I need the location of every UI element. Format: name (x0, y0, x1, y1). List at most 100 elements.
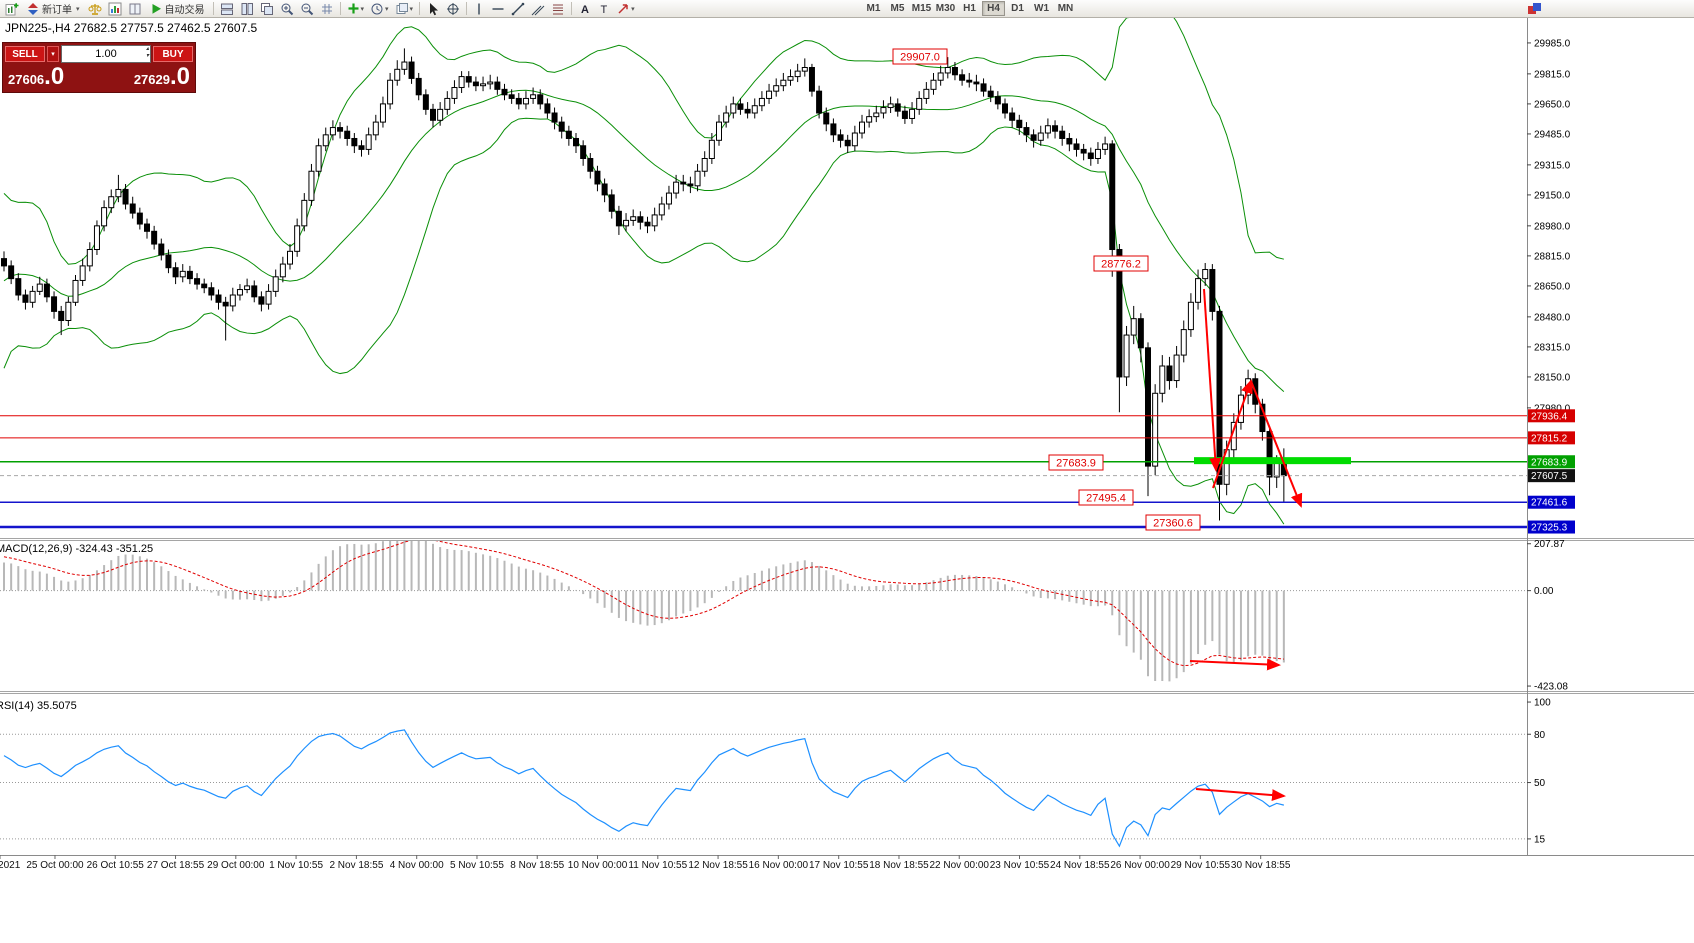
text-tool-button[interactable]: A (575, 1, 594, 17)
candlestick (658, 203, 665, 216)
candlestick (201, 283, 208, 289)
trendline-tool-button[interactable] (508, 1, 528, 17)
candlestick (1216, 310, 1223, 485)
candlestick (687, 183, 694, 187)
zoom-in-button[interactable] (277, 1, 297, 17)
candlestick (866, 116, 873, 123)
cascade-button[interactable] (257, 1, 277, 17)
tab-timeframe-m15[interactable]: M15 (911, 3, 932, 14)
rsi-label: RSI(14) 35.5075 (0, 700, 77, 712)
sell-price-pips: .0 (44, 63, 65, 90)
candlestick (944, 66, 951, 74)
tab-timeframe-m1[interactable]: M1 (862, 1, 885, 16)
candlestick (916, 97, 923, 110)
buy-price[interactable]: 27629.0 (134, 63, 190, 91)
new-chart-button[interactable] (2, 1, 22, 17)
templates-button[interactable]: ▾ (392, 1, 417, 17)
candlestick (794, 70, 801, 78)
scales-icon (88, 3, 102, 15)
candlestick (222, 301, 229, 307)
candlestick (515, 97, 522, 105)
sell-options-caret[interactable]: ▾ (47, 46, 59, 62)
horizontal-line-tool-button[interactable] (488, 1, 508, 17)
candlestick (387, 79, 394, 105)
candlestick (1080, 148, 1087, 154)
candlestick (623, 219, 630, 227)
rsi-indicator (0, 729, 1527, 848)
fibonacci-tool-button[interactable] (548, 1, 568, 17)
candlestick (244, 285, 251, 291)
horizontal-level-lines[interactable] (0, 415, 1527, 529)
label-tool-button[interactable]: T (594, 1, 613, 17)
zoom-out-icon (301, 3, 313, 15)
svg-text:29 Nov 10:55: 29 Nov 10:55 (1171, 860, 1231, 871)
toolbar-right-button[interactable] (1524, 1, 1545, 17)
candlestick (1130, 318, 1137, 336)
drawn-arrows[interactable] (1189, 288, 1303, 802)
trend-arrow (1203, 288, 1222, 472)
cursor-arrow-icon (430, 2, 439, 15)
spin-down-icon[interactable]: ▾ (145, 53, 149, 59)
candlestick (644, 221, 651, 227)
arrows-tool-button[interactable]: ▾ (613, 1, 638, 17)
candlestick (573, 137, 579, 147)
tab-timeframe-h4[interactable]: H4 (982, 1, 1005, 16)
candlestick (337, 127, 344, 132)
buy-button[interactable]: BUY (153, 46, 193, 62)
tab-timeframe-h1[interactable]: H1 (958, 1, 981, 16)
price-axis[interactable]: 29985.0 29815.0 29650.0 29485.0 29315.0 29150… (1527, 38, 1575, 845)
candlestick (973, 81, 980, 85)
macd-label: MACD(12,26,9) -324.43 -351.25 (0, 543, 153, 555)
tab-timeframe-w1[interactable]: W1 (1030, 1, 1053, 16)
autotrading-button[interactable]: 自动交易 (145, 1, 210, 17)
tile-horizontal-button[interactable] (217, 1, 237, 17)
candlestick (108, 196, 115, 209)
chevron-down-icon: ▾ (360, 5, 365, 13)
price-label-boxes[interactable]: 29907.0 28776.2 27683.9 27495.4 27360.6 (892, 48, 1201, 531)
lot-size-input[interactable]: 1.00 ▴ ▾ (61, 45, 151, 63)
cursor-button[interactable] (423, 1, 443, 17)
channel-tool-button[interactable] (528, 1, 548, 17)
candlestick (501, 88, 508, 96)
new-order-button[interactable]: 新订单 ▾ (22, 1, 85, 17)
candlestick (694, 170, 701, 187)
tab-timeframe-mn[interactable]: MN (1054, 1, 1077, 16)
green-support-zone[interactable] (1194, 457, 1351, 465)
lot-spinner[interactable]: ▴ ▾ (146, 46, 149, 60)
crosshair-button[interactable] (443, 1, 463, 17)
svg-text:207.87: 207.87 (1534, 539, 1565, 550)
price-badge (1528, 455, 1575, 469)
candlestick (701, 158, 708, 172)
sell-button[interactable]: SELL (5, 46, 45, 62)
tab-timeframe-m30[interactable]: M30 (935, 3, 956, 14)
tile-vertical-button[interactable] (237, 1, 257, 17)
tab-timeframe-d1[interactable]: D1 (1006, 1, 1029, 16)
candlestick (980, 83, 987, 92)
svg-text:4 Nov 00:00: 4 Nov 00:00 (390, 860, 444, 871)
candlestick (480, 83, 487, 87)
market-watch-button[interactable] (105, 1, 125, 17)
tab-timeframe-m5[interactable]: M5 (886, 1, 909, 16)
hline-icon (492, 7, 504, 10)
chevron-down-icon: ▾ (409, 5, 414, 13)
grid-toggle-button[interactable] (317, 1, 337, 17)
candlestick (1266, 431, 1273, 478)
tile-vertical-icon (241, 2, 253, 15)
candlestick (158, 243, 165, 256)
navigator-button[interactable] (125, 1, 145, 17)
vertical-line-tool-button[interactable] (470, 1, 488, 17)
scales-button[interactable] (85, 1, 105, 17)
crosshair-icon (447, 2, 460, 15)
spin-up-icon[interactable]: ▴ (145, 46, 149, 52)
indicators-button[interactable]: ▾ (344, 1, 368, 17)
one-click-trading-panel: SELL ▾ 1.00 ▴ ▾ BUY 27606.0 27629.0 (2, 42, 196, 93)
zoom-out-button[interactable] (297, 1, 317, 17)
sell-price[interactable]: 27606.0 (8, 63, 64, 91)
candlestick (522, 97, 529, 105)
svg-text:8 Nov 18:55: 8 Nov 18:55 (510, 860, 564, 871)
periods-button[interactable]: ▾ (367, 1, 392, 17)
candlestick (780, 79, 787, 87)
svg-text:28776.2: 28776.2 (1101, 259, 1141, 271)
